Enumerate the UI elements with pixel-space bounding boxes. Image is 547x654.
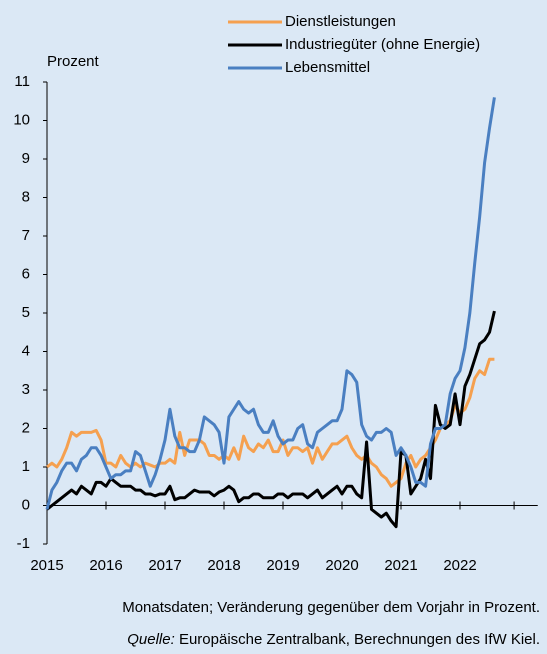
y-tick-label: 7 <box>22 227 30 244</box>
legend-label: Industriegüter (ohne Energie) <box>285 36 480 53</box>
line-series <box>46 357 495 488</box>
x-tick-label: 2019 <box>266 557 299 574</box>
y-tick-label: 4 <box>22 342 30 359</box>
y-tick-label: 2 <box>22 419 30 436</box>
line-series <box>45 97 496 510</box>
y-tick-label: -1 <box>17 535 30 552</box>
y-tick-label: 9 <box>22 150 30 167</box>
x-tick-label: 2021 <box>384 557 417 574</box>
source-text: Europäische Zentralbank, Berechnungen de… <box>179 631 540 648</box>
y-tick-label: 10 <box>13 111 30 128</box>
x-tick-label: 2020 <box>325 557 358 574</box>
y-tick-label: 8 <box>22 188 30 205</box>
x-tick-label: 2017 <box>148 557 181 574</box>
legend-label: Lebensmittel <box>285 59 370 76</box>
y-tick-label: 5 <box>22 304 30 321</box>
x-tick-label: 2022 <box>443 557 476 574</box>
source: Quelle: Europäische Zentralbank, Berechn… <box>127 631 540 648</box>
y-tick-label: 3 <box>22 381 30 398</box>
x-tick-label: 2016 <box>89 557 122 574</box>
note: Monatsdaten; Veränderung gegenüber dem V… <box>122 599 540 616</box>
line-series <box>46 310 496 529</box>
y-tick-label: 6 <box>22 265 30 282</box>
y-tick-label: 0 <box>22 496 30 513</box>
y-tick-label: 11 <box>14 73 30 90</box>
y-axis-label: Prozent <box>47 53 100 70</box>
x-tick-label: 2018 <box>207 557 240 574</box>
legend-label: Dienstleistungen <box>285 13 396 30</box>
x-tick-label: 2015 <box>30 557 63 574</box>
y-tick-label: 1 <box>22 458 30 475</box>
source-label: Quelle: <box>127 631 175 648</box>
